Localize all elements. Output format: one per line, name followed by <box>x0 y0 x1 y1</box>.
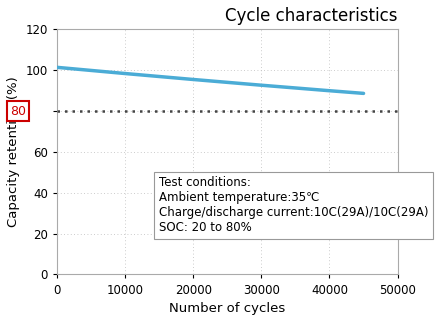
X-axis label: Number of cycles: Number of cycles <box>169 302 285 315</box>
Text: 80: 80 <box>10 105 26 118</box>
Text: Cycle characteristics: Cycle characteristics <box>225 7 398 25</box>
Text: Test conditions:
Ambient temperature:35℃
Charge/discharge current:10C(29A)/10C(2: Test conditions: Ambient temperature:35℃… <box>159 176 429 234</box>
Y-axis label: Capacity retention (%): Capacity retention (%) <box>7 77 20 227</box>
